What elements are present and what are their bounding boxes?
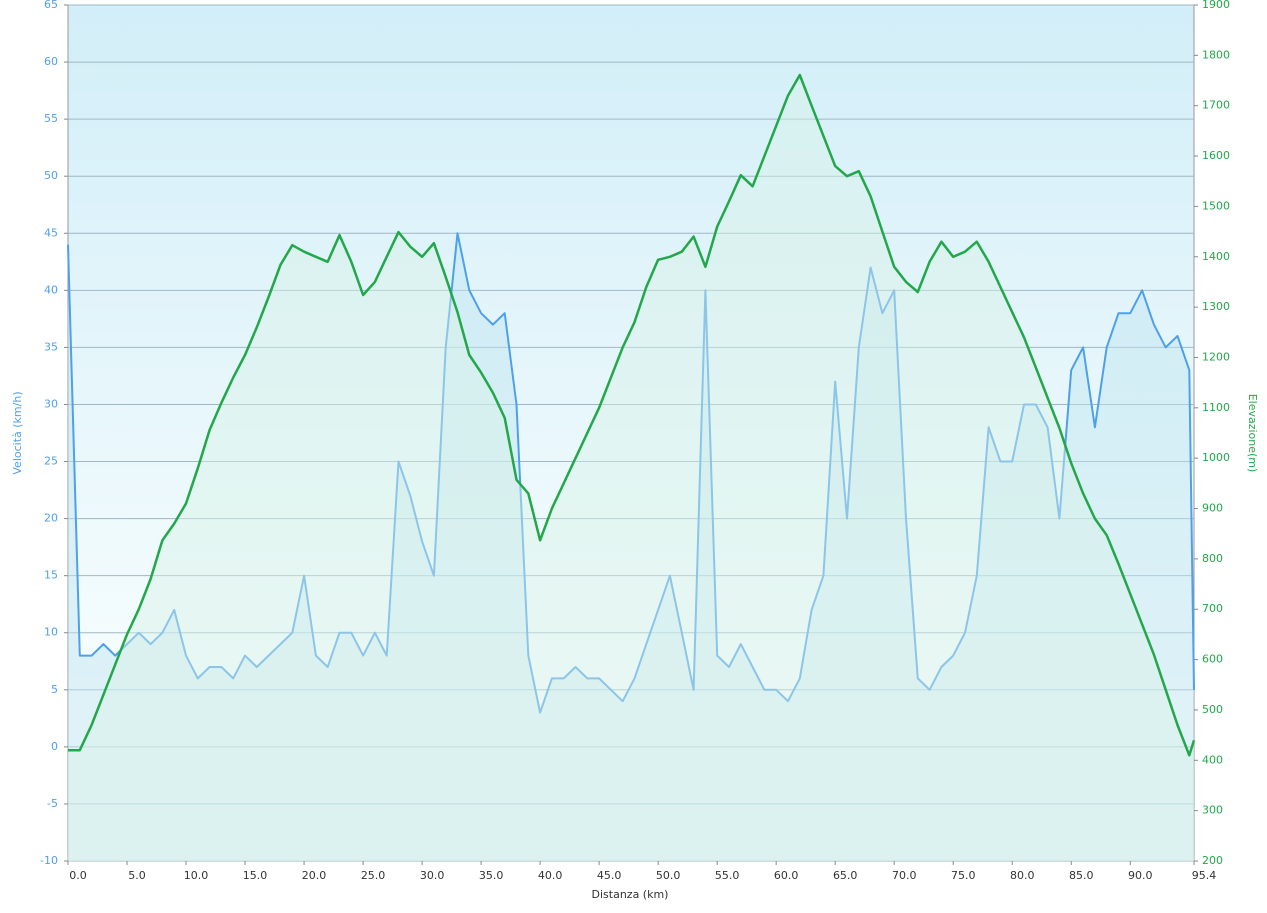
x-tick-label: 55.0: [715, 869, 740, 882]
y-tick-label: 25: [44, 455, 58, 468]
x-tick-label: 0.0: [69, 869, 87, 882]
y2-tick-label: 200: [1202, 854, 1223, 867]
y2-tick-label: 1800: [1202, 48, 1230, 61]
x-tick-label: 90.0: [1128, 869, 1153, 882]
y-tick-label: 40: [44, 283, 58, 296]
y2-tick-label: 600: [1202, 653, 1223, 666]
y2-tick-label: 1100: [1202, 401, 1230, 414]
x-tick-label: 45.0: [597, 869, 622, 882]
x-tick-label: 5.0: [128, 869, 146, 882]
y2-tick-label: 800: [1202, 552, 1223, 565]
y-tick-label: -10: [40, 854, 58, 867]
x-tick-label: 25.0: [361, 869, 386, 882]
y2-tick-label: 1600: [1202, 149, 1230, 162]
x-tick-label: 65.0: [833, 869, 858, 882]
x-tick-label: 20.0: [302, 869, 327, 882]
y-tick-label: 55: [44, 112, 58, 125]
y2-tick-label: 1900: [1202, 0, 1230, 11]
x-tick-label: 10.0: [184, 869, 209, 882]
area-fill: [68, 233, 1194, 862]
y-tick-label: 5: [51, 683, 58, 696]
plot-area: [67, 4, 1195, 862]
x-tick-label: 95.4: [1192, 869, 1217, 882]
x-tick-label: 35.0: [479, 869, 504, 882]
y-tick-label: 60: [44, 55, 58, 68]
y2-tick-label: 400: [1202, 753, 1223, 766]
series-line: [68, 73, 1196, 757]
y-tick-label: 35: [44, 340, 58, 353]
y2-tick-label: 1300: [1202, 300, 1230, 313]
y-tick-label: 65: [44, 0, 58, 11]
y-tick-label: -5: [47, 797, 58, 810]
y2-tick-label: 1200: [1202, 350, 1230, 363]
x-tick-label: 30.0: [420, 869, 445, 882]
y-tick-label: 20: [44, 512, 58, 525]
y2-axis-title: Elevazione(m): [1246, 394, 1259, 473]
y2-tick-label: 700: [1202, 602, 1223, 615]
y2-tick-label: 900: [1202, 502, 1223, 515]
y2-tick-label: 300: [1202, 804, 1223, 817]
y-tick-label: 15: [44, 569, 58, 582]
y-tick-label: 30: [44, 397, 58, 410]
y-tick-label: 10: [44, 626, 58, 639]
y-tick-label: 50: [44, 169, 58, 182]
y-tick-label: 0: [51, 740, 58, 753]
x-tick-label: 40.0: [538, 869, 563, 882]
x-tick-label: 50.0: [656, 869, 681, 882]
x-tick-label: 80.0: [1010, 869, 1035, 882]
y2-tick-label: 1000: [1202, 451, 1230, 464]
x-axis-title: Distanza (km): [592, 888, 669, 901]
area-fill: [68, 75, 1194, 861]
y2-tick-label: 500: [1202, 703, 1223, 716]
y2-tick-label: 1400: [1202, 250, 1230, 263]
x-tick-label: 75.0: [951, 869, 976, 882]
y2-tick-label: 1500: [1202, 199, 1230, 212]
x-tick-label: 85.0: [1069, 869, 1094, 882]
series-line: [67, 232, 1195, 714]
x-tick-label: 70.0: [892, 869, 917, 882]
y2-tick-label: 1700: [1202, 99, 1230, 112]
x-tick-label: 15.0: [243, 869, 268, 882]
x-tick-label: 60.0: [774, 869, 799, 882]
y-axis-title: Velocità (km/h): [11, 391, 24, 474]
y-tick-label: 45: [44, 226, 58, 239]
